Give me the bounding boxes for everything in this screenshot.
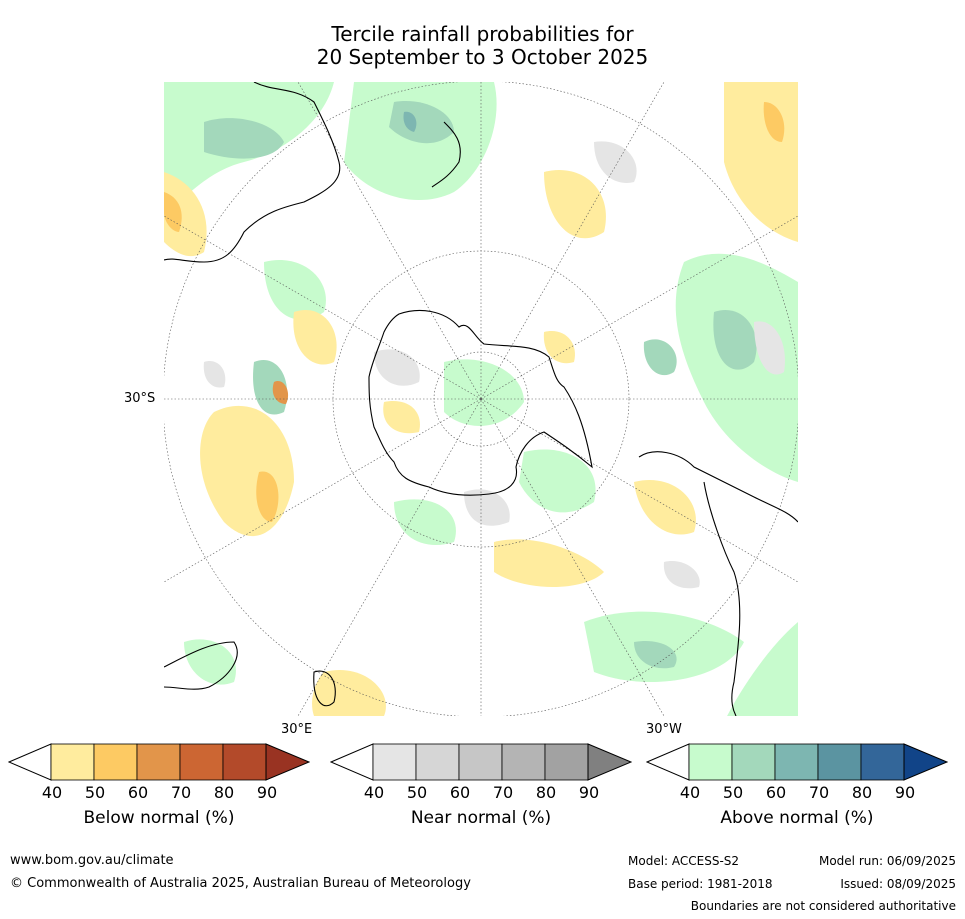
colorbar-max-extension xyxy=(265,743,310,781)
tick-label: 50 xyxy=(722,783,744,802)
above-normal-label: Above normal (%) xyxy=(720,808,874,828)
colorbar-min-extension xyxy=(646,743,690,781)
tick-label: 50 xyxy=(84,783,106,802)
new-zealand-coastline xyxy=(431,121,461,188)
lat-label-30s: 30°S xyxy=(124,391,156,406)
tick-label: 40 xyxy=(41,783,63,802)
colorbar-segment xyxy=(774,743,819,781)
tick-label: 60 xyxy=(449,783,471,802)
colorbar-min-extension xyxy=(8,743,52,781)
tick-label: 60 xyxy=(127,783,149,802)
colorbar-segment xyxy=(544,743,589,781)
colorbar-segment xyxy=(415,743,460,781)
map-title-line-2: 20 September to 3 October 2025 xyxy=(316,45,649,69)
colorbar-segment xyxy=(501,743,546,781)
above-normal-colorbar xyxy=(646,743,948,781)
colorbar-segment xyxy=(93,743,138,781)
map-title-line-1: Tercile rainfall probabilities for xyxy=(331,22,634,46)
antarctica-coastline xyxy=(368,309,593,496)
near-normal-colorbar xyxy=(330,743,632,781)
madagascar-coastline xyxy=(313,670,336,707)
colorbar-segment xyxy=(50,743,95,781)
tick-label: 80 xyxy=(213,783,235,802)
colorbar-segment xyxy=(731,743,776,781)
tick-label: 80 xyxy=(851,783,873,802)
below-normal-patches xyxy=(164,82,798,716)
lon-label-30w: 30°W xyxy=(646,722,682,737)
graticule xyxy=(164,82,798,716)
tick-label: 40 xyxy=(363,783,385,802)
colorbar-segment xyxy=(688,743,733,781)
near-normal-patches xyxy=(203,141,785,589)
footer-base-period: Base period: 1981-2018 xyxy=(628,877,773,891)
footer-model-run: Model run: 06/09/2025 xyxy=(818,854,956,868)
colorbar-segment xyxy=(222,743,267,781)
tick-label: 70 xyxy=(808,783,830,802)
tick-label: 70 xyxy=(170,783,192,802)
tick-label: 90 xyxy=(578,783,600,802)
tick-label: 90 xyxy=(894,783,916,802)
tick-label: 80 xyxy=(535,783,557,802)
colorbar-segment xyxy=(179,743,224,781)
tick-label: 90 xyxy=(256,783,278,802)
tick-label: 60 xyxy=(765,783,787,802)
tick-label: 40 xyxy=(679,783,701,802)
colorbar-max-extension xyxy=(587,743,632,781)
footer-issued: Issued: 08/09/2025 xyxy=(840,877,956,891)
coastlines xyxy=(164,82,798,716)
above-normal-patches xyxy=(164,82,798,716)
tick-label: 50 xyxy=(406,783,428,802)
colorbar-segment xyxy=(458,743,503,781)
tick-label: 70 xyxy=(492,783,514,802)
lon-label-30e: 30°E xyxy=(281,722,313,737)
colorbar-segment xyxy=(860,743,905,781)
footer-disclaimer: Boundaries are not considered authoritat… xyxy=(690,899,956,913)
footer-model: Model: ACCESS-S2 xyxy=(628,854,740,868)
below-normal-colorbar xyxy=(8,743,310,781)
footer-url: www.bom.gov.au/climate xyxy=(10,853,174,868)
below-normal-label: Below normal (%) xyxy=(83,808,235,828)
colorbar-max-extension xyxy=(903,743,948,781)
footer-copyright: © Commonwealth of Australia 2025, Austra… xyxy=(10,876,471,891)
colorbar-segment xyxy=(136,743,181,781)
colorbar-min-extension xyxy=(330,743,374,781)
rainfall-probability-map xyxy=(164,82,798,716)
australia-coastline xyxy=(164,82,341,263)
africa-coastline xyxy=(164,641,238,690)
colorbar-segment xyxy=(817,743,862,781)
south-america-coastline xyxy=(638,451,798,716)
near-normal-label: Near normal (%) xyxy=(410,808,552,828)
colorbar-segment xyxy=(372,743,417,781)
